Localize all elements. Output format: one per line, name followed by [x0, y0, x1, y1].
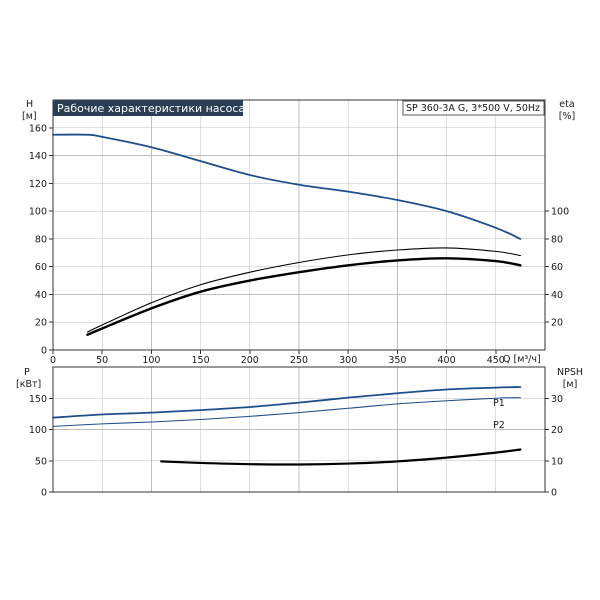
efficiency-curve-upper: [86, 247, 521, 333]
p2-series-label: P2: [493, 420, 505, 431]
head-axis-name: H: [26, 99, 33, 110]
head-efficiency-grid: [53, 100, 545, 350]
efficiency-axis-name: eta: [559, 99, 574, 110]
flow-tick-label: 250: [290, 355, 308, 366]
npsh-tick-label: 20: [551, 425, 563, 436]
power-tick-label: 100: [29, 425, 47, 436]
npsh-tick-label: 0: [551, 488, 557, 499]
chart-subtitle-box: [402, 100, 545, 116]
head-tick-label: 40: [35, 290, 47, 301]
power-npsh-tick-labels: 0 50 100 150 0 10 20 30: [29, 394, 563, 499]
npsh-tick-label: 10: [551, 456, 563, 467]
head-efficiency-tick-labels: 0 50 100 150 200 250 300 350 400 450 0 20 40 60 80 100 1…: [29, 123, 569, 366]
flow-tick-label: 150: [192, 355, 210, 366]
head-tick-label: 120: [29, 179, 47, 190]
head-tick-label: 60: [35, 262, 47, 273]
power-tick-label: 150: [29, 394, 47, 405]
power-tick-label: 0: [41, 488, 47, 499]
power-npsh-panel: 0 50 100 150 0 10 20 30 P [кВт] NPSH [м] P1 P2: [16, 366, 583, 499]
head-tick-label: 160: [29, 123, 47, 134]
efficiency-curve-lower: [86, 257, 522, 336]
flow-tick-label: 50: [96, 355, 108, 366]
flow-tick-label: 200: [241, 355, 259, 366]
head-axis-unit: [м]: [22, 111, 37, 122]
efficiency-axis-unit: [%]: [559, 111, 575, 122]
head-efficiency-panel: 0 50 100 150 200 250 300 350 400 450 0 20 40 60 80 100 1…: [22, 99, 575, 366]
power-axis-unit: [кВт]: [16, 379, 41, 390]
npsh-axis-name: NPSH: [557, 367, 583, 378]
npsh-tick-label: 30: [551, 394, 563, 405]
p1-series-label: P1: [493, 398, 505, 409]
flow-axis-label: Q [м³/ч]: [503, 354, 541, 365]
flow-tick-label: 350: [388, 355, 406, 366]
head-tick-label: 100: [29, 207, 47, 218]
power-npsh-grid: [53, 367, 545, 492]
flow-tick-label: 0: [50, 355, 56, 366]
npsh-axis-unit: [м]: [563, 379, 578, 390]
p2-power-curve: [52, 397, 521, 427]
efficiency-tick-label: 60: [551, 262, 563, 273]
flow-tick-label: 400: [438, 355, 456, 366]
power-npsh-curves: [52, 386, 522, 466]
efficiency-tick-label: 40: [551, 290, 563, 301]
efficiency-tick-label: 20: [551, 318, 563, 329]
head-efficiency-curves: [52, 133, 522, 336]
power-axis-name: P: [24, 367, 30, 378]
chart-subtitle: SP 360-3A G, 3*500 V, 50Hz: [406, 103, 540, 114]
head-tick-label: 20: [35, 318, 47, 329]
head-curve: [52, 133, 522, 240]
flow-tick-label: 100: [142, 355, 160, 366]
npsh-curve: [160, 448, 522, 466]
head-tick-label: 80: [35, 234, 47, 245]
chart-title-box: [53, 100, 243, 116]
flow-tick-label: 450: [487, 355, 505, 366]
flow-tick-label: 300: [339, 355, 357, 366]
p1-power-curve: [52, 386, 522, 419]
efficiency-tick-label: 80: [551, 234, 563, 245]
chart-title: Рабочие характеристики насоса: [57, 102, 245, 115]
power-tick-label: 50: [35, 456, 47, 467]
head-tick-label: 0: [41, 346, 47, 357]
head-tick-label: 140: [29, 151, 47, 162]
efficiency-tick-label: 100: [551, 207, 569, 218]
